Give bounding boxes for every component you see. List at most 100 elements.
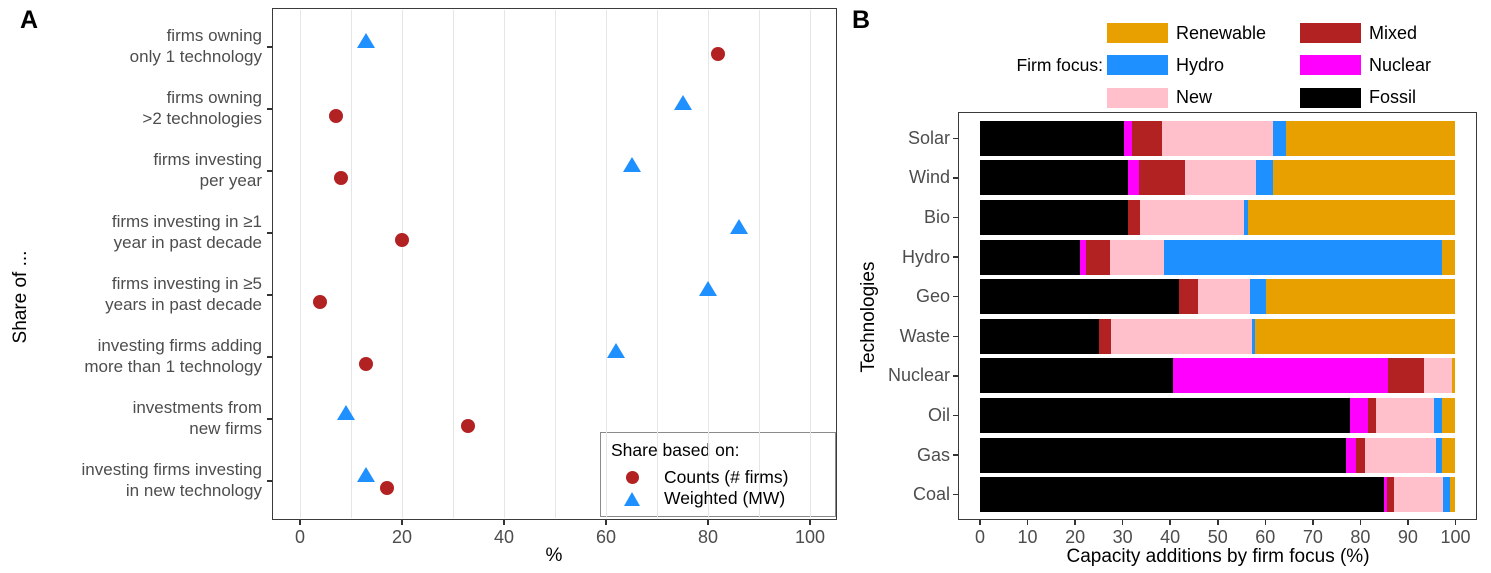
category-label: firms owning >2 technologies: [142, 88, 262, 128]
bar-segment: [1450, 477, 1456, 513]
bar-segment: [1140, 200, 1244, 235]
legend-swatch: [1107, 23, 1168, 43]
category-label: investing firms adding more than 1 techn…: [84, 336, 262, 376]
bar-segment: [1434, 398, 1443, 433]
x-axis-tick: [707, 519, 709, 525]
x-axis-tick: [1312, 519, 1314, 525]
bar-segment: [1346, 437, 1357, 473]
panel-b-x-axis-title: Capacity additions by firm focus (%): [1066, 546, 1370, 567]
category-label: Nuclear: [887, 365, 950, 386]
panel-b-legend-prefix: Firm focus:: [1016, 55, 1103, 75]
x-axis-tick: [1359, 519, 1362, 525]
gridline: [503, 9, 505, 518]
x-tick-label: 90: [1397, 527, 1418, 547]
y-axis-tick: [267, 294, 272, 296]
scatter-point-triangle: [729, 218, 748, 234]
scatter-point-triangle: [357, 32, 376, 48]
y-axis-tick: [953, 256, 958, 258]
gridline: [452, 9, 454, 518]
scatter-point-circle: [359, 357, 374, 371]
bar-segment: [980, 279, 1180, 315]
x-tick-label: 70: [1302, 527, 1323, 547]
bar-segment: [1197, 279, 1250, 315]
x-axis-tick: [605, 519, 607, 525]
gridline: [401, 9, 403, 518]
x-axis-tick: [503, 519, 505, 525]
y-axis-tick: [953, 414, 958, 417]
x-tick-label: 80: [1350, 527, 1371, 547]
legend-item-label: New: [1176, 87, 1213, 108]
legend-swatch: [1300, 87, 1361, 108]
scatter-point-triangle: [622, 156, 641, 172]
category-label: firms investing in ≥5 years in past deca…: [105, 274, 262, 314]
category-label: Coal: [912, 484, 950, 505]
bar-segment: [1383, 477, 1388, 513]
category-label: firms investing in ≥1 year in past decad…: [111, 212, 262, 252]
category-label: firms investing per year: [153, 150, 262, 190]
legend-item-label: Weighted (MW): [664, 488, 786, 508]
category-label: Wind: [908, 167, 950, 188]
legend-item-label: Counts (# firms): [664, 467, 789, 487]
bar-segment: [980, 358, 1174, 394]
bar-segment: [1111, 318, 1252, 354]
bar-segment: [980, 477, 1384, 513]
x-tick-label: 80: [697, 527, 719, 547]
scatter-point-circle: [379, 481, 394, 495]
y-axis-tick: [267, 46, 272, 48]
bar-segment: [1452, 358, 1456, 394]
bar-segment: [1266, 279, 1456, 315]
bar-segment: [980, 120, 1125, 156]
x-axis-tick: [1026, 519, 1029, 525]
panel-b-label: B: [852, 6, 871, 34]
y-axis-tick: [267, 170, 272, 172]
bar-segment: [1128, 200, 1141, 235]
legend-key-triangle: [624, 491, 640, 506]
bar-segment: [1179, 279, 1198, 315]
gridline: [554, 9, 556, 518]
x-tick-label: 0: [294, 527, 305, 547]
bar-segment: [1364, 437, 1436, 473]
bar-segment: [1356, 437, 1365, 473]
x-tick-label: 40: [1160, 527, 1181, 547]
panel-a-label: A: [20, 6, 39, 34]
panel-a-legend-title: Share based on:: [611, 440, 740, 460]
x-axis-tick: [1169, 519, 1171, 525]
y-axis-tick: [953, 375, 958, 377]
x-axis-tick: [979, 519, 981, 525]
x-tick-label: 40: [493, 527, 515, 547]
y-axis-tick: [953, 295, 958, 298]
bar-segment: [1164, 239, 1443, 275]
legend-key-circle: [626, 471, 639, 484]
category-label: Waste: [899, 325, 950, 346]
bar-segment: [1375, 398, 1435, 433]
scatter-point-circle: [313, 295, 328, 309]
gridline: [350, 9, 352, 518]
bar-segment: [1161, 120, 1274, 156]
scatter-point-circle: [328, 109, 343, 123]
bar-segment: [1132, 120, 1162, 156]
y-axis-tick: [267, 418, 272, 420]
x-tick-label: 20: [391, 527, 413, 547]
x-axis-tick: [1454, 519, 1457, 525]
x-tick-label: 20: [1065, 527, 1086, 547]
bar-segment: [1442, 437, 1456, 473]
legend-swatch: [1300, 55, 1361, 76]
x-tick-label: 10: [1017, 527, 1038, 547]
bar-segment: [1247, 200, 1456, 235]
x-axis-tick: [1264, 519, 1267, 525]
y-axis-tick: [953, 137, 958, 140]
bar-segment: [1185, 160, 1257, 196]
bar-segment: [1443, 477, 1451, 513]
legend-swatch: [1107, 55, 1168, 76]
bar-segment: [1254, 318, 1456, 354]
bar-segment: [980, 160, 1129, 196]
category-label: Oil: [928, 405, 950, 425]
y-axis-tick: [953, 335, 958, 338]
legend-item-label: Nuclear: [1369, 54, 1432, 75]
scatter-point-circle: [395, 233, 409, 247]
scatter-point-triangle: [673, 94, 692, 110]
y-axis-tick: [267, 480, 272, 482]
bar-segment: [1098, 318, 1112, 354]
y-axis-tick: [267, 232, 272, 234]
